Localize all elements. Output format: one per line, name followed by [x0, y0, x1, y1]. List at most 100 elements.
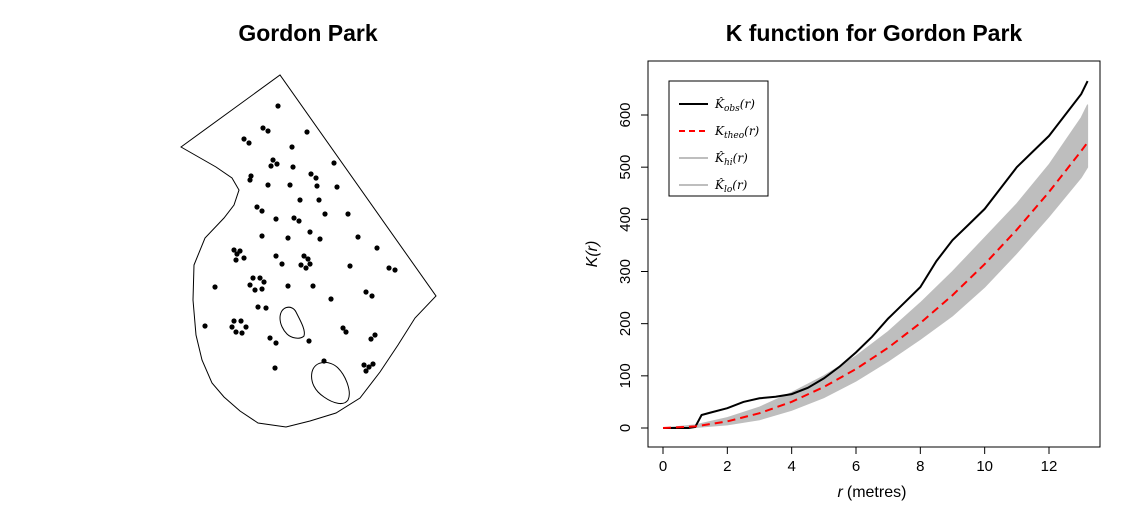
tree-point: [231, 247, 237, 253]
tree-point: [340, 325, 346, 331]
tree-point: [267, 335, 273, 341]
tree-point: [392, 267, 398, 273]
tree-point: [317, 236, 323, 242]
tree-point: [270, 157, 276, 163]
tree-point: [347, 263, 353, 269]
tree-point: [248, 173, 254, 179]
tree-point: [334, 184, 340, 190]
y-tick-label: 300: [617, 259, 634, 284]
x-tick-label: 10: [976, 458, 993, 475]
tree-point: [306, 338, 312, 344]
tree-point: [343, 329, 349, 335]
tree-point: [290, 164, 296, 170]
tree-point: [241, 255, 247, 261]
tree-point: [374, 245, 380, 251]
tree-point: [298, 262, 304, 268]
series-k-obs-line: [663, 80, 1089, 429]
tree-point: [307, 229, 313, 235]
tree-point: [233, 257, 239, 263]
x-axis-label-unit: (metres): [847, 484, 907, 501]
tree-point: [331, 160, 337, 166]
tree-point: [368, 336, 374, 342]
x-tick-label: 4: [787, 458, 795, 475]
tree-point: [252, 287, 258, 293]
legend-label: K̂obs(r): [714, 96, 755, 114]
tree-point: [261, 279, 267, 285]
pond-2: [311, 362, 350, 405]
tree-point: [363, 289, 369, 295]
y-tick-label: 100: [617, 363, 634, 388]
tree-point: [272, 365, 278, 371]
x-tick-label: 8: [916, 458, 924, 475]
tree-point: [285, 235, 291, 241]
x-tick-label: 12: [1041, 458, 1058, 475]
legend-label: K̂lo(r): [714, 177, 748, 195]
tree-point: [275, 103, 281, 109]
tree-point: [259, 286, 265, 292]
tree-point: [259, 233, 265, 239]
tree-point: [361, 362, 367, 368]
tree-point: [369, 293, 375, 299]
tree-point: [314, 183, 320, 189]
y-tick-label: 200: [617, 311, 634, 336]
tree-point: [303, 265, 309, 271]
tree-point: [355, 234, 361, 240]
tree-point: [287, 182, 293, 188]
tree-point: [265, 182, 271, 188]
tree-point: [250, 275, 256, 281]
left-chart-title: Gordon Park: [238, 20, 378, 46]
park-boundary: [180, 74, 437, 428]
tree-point: [296, 218, 302, 224]
tree-point: [229, 324, 235, 330]
legend-box: [668, 80, 769, 197]
tree-point: [231, 318, 237, 324]
left-panel: Gordon Park: [180, 20, 437, 428]
y-tick-label: 400: [617, 207, 634, 232]
y-axis: 0 100 200 300 400 500 600: [617, 102, 649, 432]
tree-point: [289, 144, 295, 150]
x-axis: 0 2 4 6 8 10 12: [659, 446, 1058, 475]
pond-1: [279, 306, 305, 339]
plot-area: [662, 80, 1089, 429]
tree-point: [259, 208, 265, 214]
tree-point: [321, 358, 327, 364]
legend: K̂obs(r) Ktheo(r) K̂hi(r) K̂lo(r): [668, 80, 769, 197]
tree-point: [265, 128, 271, 134]
tree-point: [308, 171, 314, 177]
y-tick-label: 0: [617, 424, 634, 432]
tree-point: [247, 282, 253, 288]
tree-point: [234, 251, 240, 257]
tree-point: [322, 211, 328, 217]
tree-point: [257, 275, 263, 281]
tree-point: [316, 197, 322, 203]
tree-point: [291, 215, 297, 221]
tree-point: [255, 304, 261, 310]
tree-point: [304, 129, 310, 135]
tree-point: [254, 204, 260, 210]
legend-label: Ktheo(r): [714, 124, 760, 141]
y-tick-label: 600: [617, 102, 634, 127]
tree-point: [202, 323, 208, 329]
envelope-band: [662, 104, 1089, 429]
tree-point: [246, 140, 252, 146]
tree-points: [202, 103, 398, 374]
tree-point: [297, 197, 303, 203]
tree-point: [239, 330, 245, 336]
tree-point: [345, 211, 351, 217]
tree-point: [212, 284, 218, 290]
tree-point: [238, 318, 244, 324]
right-panel: K function for Gordon Park 0 2 4 6 8 10 12 0 10…: [584, 20, 1101, 501]
tree-point: [243, 324, 249, 330]
y-tick-label: 500: [617, 155, 634, 180]
legend-label: K̂hi(r): [714, 150, 748, 168]
tree-point: [328, 296, 334, 302]
y-axis-label: K(r): [584, 241, 601, 268]
x-tick-label: 2: [723, 458, 731, 475]
tree-point: [370, 361, 376, 367]
tree-point: [273, 340, 279, 346]
tree-point: [273, 216, 279, 222]
tree-point: [241, 136, 247, 142]
tree-point: [285, 283, 291, 289]
tree-point: [301, 253, 307, 259]
tree-point: [305, 256, 311, 262]
